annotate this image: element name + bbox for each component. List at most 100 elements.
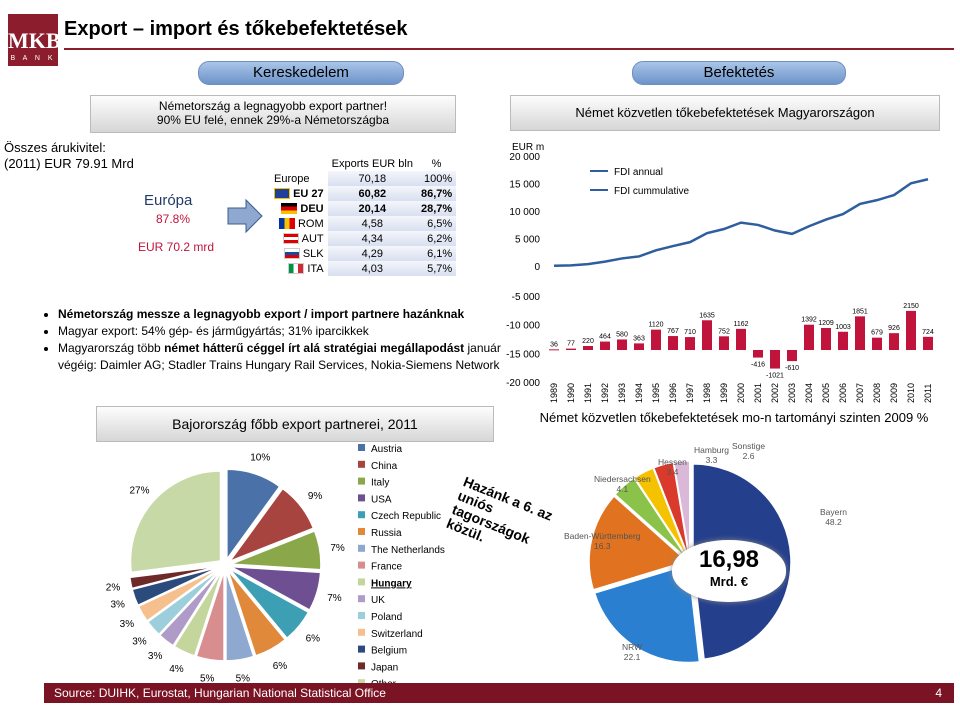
region-name: NRW xyxy=(622,642,643,652)
fdi-annual-bar xyxy=(600,341,610,350)
region-label: Hessen 3.4 xyxy=(658,457,687,477)
exports-table-row: ITA 4,03 5,7% xyxy=(270,261,457,276)
legend-swatch xyxy=(358,578,365,586)
fdi-annual-bar xyxy=(855,316,865,350)
pie-slice-the-netherlands xyxy=(225,570,255,662)
legend-label: Japan xyxy=(371,662,398,673)
total-exports-value: (2011) EUR 79.91 Mrd xyxy=(4,156,134,171)
key-point-3c: január végéig: Daimler AG; Stadler Train… xyxy=(58,341,501,372)
exports-country: AUT xyxy=(301,232,324,245)
fdi-bar-label: 77 xyxy=(567,341,575,348)
fdi-ytick: 20 000 xyxy=(509,152,540,163)
legend-swatch xyxy=(358,528,365,535)
fdi-annual-bar xyxy=(787,350,797,362)
pie-slice-japan xyxy=(128,565,220,590)
fdi-year-label: 2010 xyxy=(906,383,916,403)
pie-slice-poland xyxy=(146,568,222,636)
legend-label: France xyxy=(371,562,403,573)
fdi-bar-label: 1635 xyxy=(699,312,715,319)
fdi-year-label: 1993 xyxy=(617,383,627,403)
fdi-annual-bar xyxy=(906,310,916,350)
bavaria-export-pie-chart: 10%9%7%7%6%6%5%5%4%3%3%3%3%2%27% Austria… xyxy=(106,444,445,684)
total-exports-label: Összes árukivitel: xyxy=(4,140,106,155)
fdi-bar-label: 724 xyxy=(922,329,934,336)
fdi-annual-bar xyxy=(838,331,848,350)
region-name: Baden-Württemberg xyxy=(564,531,641,541)
region-label: Niedersachsen 4.1 xyxy=(594,474,651,494)
fdi-annual-bar xyxy=(804,324,814,350)
fdi-bar-label: 1003 xyxy=(835,324,851,331)
fdi-year-label: 1996 xyxy=(668,383,678,403)
fdi-bar-label: 2150 xyxy=(903,303,919,310)
key-point-3a: Magyarország több xyxy=(58,341,165,355)
fdi-annual-bar xyxy=(651,329,661,350)
page-title: Export – import és tőkebefektetések xyxy=(64,18,408,40)
it-flag-icon xyxy=(288,263,305,275)
fdi-bar-label: 1209 xyxy=(818,320,834,327)
pie-slice-france xyxy=(195,570,225,662)
fdi-annual-bar xyxy=(583,346,593,350)
exports-country: DEU xyxy=(300,202,324,215)
fdi-annual-bar xyxy=(753,350,763,358)
mkb-logo: MKB B A N K xyxy=(8,14,61,66)
legend-swatch xyxy=(358,645,365,653)
legend-label: Russia xyxy=(371,528,402,539)
legend-label: Italy xyxy=(371,478,389,489)
fdi-year-label: 2002 xyxy=(770,383,780,403)
fdi-annual-bar xyxy=(702,320,712,350)
legend-label: Hungary xyxy=(371,578,412,589)
key-point: Magyarország több német hátterű céggel í… xyxy=(58,340,506,374)
exports-value: 4,34 xyxy=(327,231,417,246)
header-kereskedelem: Kereskedelem xyxy=(198,61,404,85)
legend-swatch xyxy=(358,628,365,636)
legend-label: China xyxy=(371,461,398,472)
legend-swatch xyxy=(358,477,365,485)
legend-swatch xyxy=(358,561,365,569)
legend-swatch xyxy=(358,460,365,468)
region-slice-baden-w-rttemberg xyxy=(588,495,689,591)
fdi-year-label: 2003 xyxy=(787,383,797,403)
fdi-bar-label: 363 xyxy=(633,335,645,342)
pie-slice-usa xyxy=(230,565,322,612)
fdi-year-label: 2007 xyxy=(855,383,865,403)
pie-slice-label: 5% xyxy=(200,674,215,684)
legend-swatch xyxy=(358,494,365,502)
europe-percent: 87.8% xyxy=(156,212,191,226)
fdi-annual-bar xyxy=(566,348,576,350)
fdi-bar-label: 464 xyxy=(599,334,611,341)
fdi-bar-label: -610 xyxy=(785,365,799,372)
at-flag-icon xyxy=(283,233,300,245)
fdi-bar-ytick: -10 000 xyxy=(506,321,540,332)
fdi-year-label: 1991 xyxy=(583,383,593,403)
exports-country: EU 27 xyxy=(293,187,324,200)
region-name: Hessen xyxy=(658,457,687,467)
sk-flag-icon xyxy=(283,248,300,260)
export-partner-line2: 90% EU felé, ennek 29%-a Németországba xyxy=(156,113,390,127)
logo-text: MKB xyxy=(8,28,61,53)
fdi-ytick: 10 000 xyxy=(509,207,540,218)
pie-slice-label: 6% xyxy=(306,634,321,645)
fdi-bar-label: 220 xyxy=(582,338,594,345)
fdi-year-label: 1990 xyxy=(566,383,576,403)
legend-label: Austria xyxy=(371,444,403,455)
fdi-annual-bar xyxy=(736,328,746,350)
fdi-bar-label: 36 xyxy=(550,341,558,348)
pie-slice-russia xyxy=(227,569,287,657)
exports-country: SLK xyxy=(302,247,324,260)
exports-country: ROM xyxy=(297,217,324,230)
exports-table-row: ROM 4,58 6,5% xyxy=(270,216,457,231)
pie-slice-label: 7% xyxy=(327,593,342,604)
fdi-annual-bar xyxy=(872,337,882,350)
legend-label: Czech Republic xyxy=(371,511,441,522)
exports-table-row: DEU 20,14 28,7% xyxy=(270,201,457,216)
exports-table-wrapper: Exports EUR bln % Europe 70,18 100% EU 27 6… xyxy=(270,156,457,276)
pie-slice-label: 3% xyxy=(132,636,147,647)
exports-value: 60,82 xyxy=(327,186,417,201)
region-label: Sonstige 2.6 xyxy=(732,441,765,461)
legend-swatch xyxy=(358,679,365,684)
fdi-bar-label: 1120 xyxy=(648,322,663,329)
exports-pct: 6,1% xyxy=(416,246,457,261)
fdi-year-label: 2008 xyxy=(872,383,882,403)
region-value: 4.1 xyxy=(616,484,629,494)
legend-label: UK xyxy=(371,595,385,606)
